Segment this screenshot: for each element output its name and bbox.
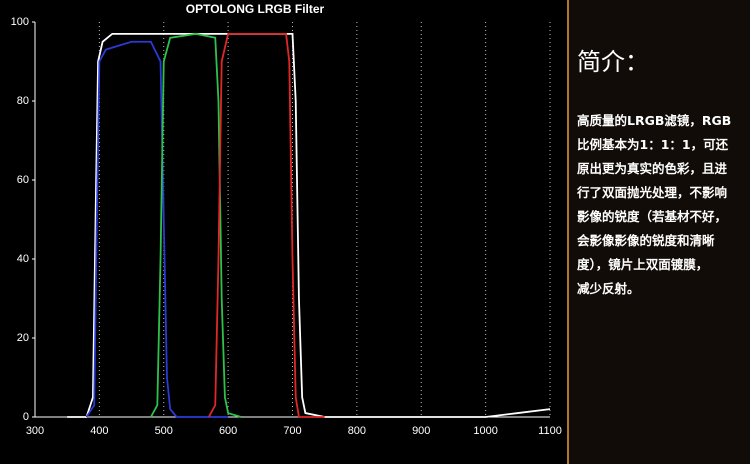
x-tick-label: 300 [26, 425, 44, 437]
panel-line: 影像的锐度（若基材不好， [577, 209, 728, 224]
panel-line: 减少反射。 [577, 281, 640, 296]
y-tick-label: 60 [17, 174, 29, 186]
y-tick-label: 80 [17, 95, 29, 107]
series-line [67, 32, 551, 418]
series-line [85, 40, 229, 418]
panel-text: 高质量的LRGB滤镜，RGB 比例基本为1：1：1，可还 原出更为真实的色彩，且进行… [569, 109, 750, 301]
y-tick-label: 40 [17, 253, 29, 265]
y-tick-label: 0 [23, 411, 29, 423]
chart-title: OPTOLONG LRGB Filter [186, 2, 325, 16]
y-tick-label: 100 [11, 16, 29, 28]
x-tick-label: 500 [155, 425, 173, 437]
panel-line: 原出更为真实的色彩，且进 [577, 161, 728, 176]
series-line [150, 32, 242, 418]
x-tick-label: 400 [90, 425, 108, 437]
y-tick-label: 20 [17, 332, 29, 344]
chart: OPTOLONG LRGB Filter 300 400 500 600 700 800 9… [11, 2, 562, 437]
x-tick-label: 1100 [538, 425, 562, 437]
x-tick-label: 800 [348, 425, 366, 437]
panel-line: 比例基本为1：1：1，可还 [577, 137, 729, 152]
panel-line: 行了双面抛光处理，不影响 [577, 185, 728, 200]
panel-heading: 简介： [577, 48, 649, 76]
side-panel: 简介： 高质量的LRGB滤镜，RGB 比例基本为1：1：1，可还 原出更为真实的色彩… [567, 0, 750, 464]
x-tick-label: 700 [283, 425, 301, 437]
panel-line: 会影像影像的锐度和清晰 [577, 233, 715, 248]
x-tick-label: 600 [219, 425, 237, 437]
x-tick-label: 900 [412, 425, 430, 437]
panel-line: 度），镜片上双面镀膜， [577, 257, 709, 272]
panel-line: 高质量的LRGB滤镜，RGB [577, 113, 732, 128]
x-tick-label: 1000 [473, 425, 497, 437]
series-line [208, 32, 325, 418]
